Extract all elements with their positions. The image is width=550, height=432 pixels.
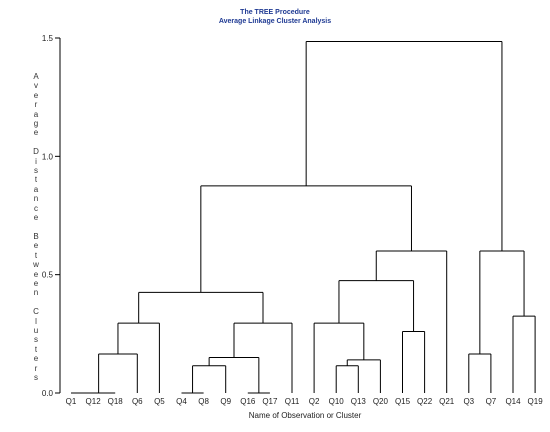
leaf-label: Q8	[198, 397, 209, 406]
leaf-label: Q5	[154, 397, 165, 406]
y-tick-label: 1.0	[42, 152, 54, 161]
leaf-label: Q22	[417, 397, 433, 406]
cluster-merge	[305, 41, 503, 251]
leaf-label: Q21	[439, 397, 455, 406]
cluster-merge	[479, 250, 525, 354]
cluster-merge	[402, 330, 426, 393]
leaf-label: Q12	[86, 397, 102, 406]
leaf-label: Q18	[108, 397, 124, 406]
leaf-label: Q9	[220, 397, 231, 406]
leaf-label: Q16	[240, 397, 256, 406]
cluster-merge	[468, 353, 492, 393]
cluster-merge	[98, 353, 138, 393]
leaf-label: Q11	[285, 397, 300, 406]
leaf-label: Q2	[309, 397, 320, 406]
x-axis-label: Name of Observation or Cluster	[248, 411, 362, 420]
leaf-label: Q14	[505, 397, 521, 406]
cluster-merge	[192, 365, 227, 393]
leaf-label: Q1	[66, 397, 77, 406]
chart-title-block: The TREE Procedure Average Linkage Clust…	[0, 8, 550, 26]
leaf-label: Q19	[528, 397, 544, 406]
cluster-merge	[375, 250, 448, 393]
leaf-label: Q6	[132, 397, 143, 406]
cluster-merge	[338, 280, 415, 332]
leaf-label: Q10	[329, 397, 345, 406]
cluster-merge	[117, 322, 160, 393]
leaf-label: Q3	[463, 397, 474, 406]
leaf-label: Q15	[395, 397, 411, 406]
leaf-label: Q4	[176, 397, 187, 406]
cluster-merge	[208, 357, 260, 393]
y-tick-label: 1.5	[42, 34, 54, 43]
cluster-merge	[138, 291, 264, 324]
y-tick-label: 0.5	[42, 271, 54, 280]
chart-title: The TREE Procedure	[240, 9, 310, 16]
cluster-merge	[233, 322, 293, 393]
leaf-label: Q20	[373, 397, 389, 406]
leaf-labels: Q1 Q12 Q18 Q6 Q5 Q4 Q8 Q9 Q16 Q17 Q11 Q2 Q10 Q13 Q20 Q1…	[66, 397, 544, 406]
dendrogram-lines	[71, 41, 536, 394]
cluster-merge	[313, 322, 365, 393]
axes: 0.0 0.5 1.0 1.5	[42, 34, 61, 398]
cluster-merge	[200, 185, 412, 293]
chart-subtitle: Average Linkage Cluster Analysis	[218, 18, 332, 25]
leaf-label: Q7	[486, 397, 497, 406]
cluster-merge	[346, 359, 381, 393]
y-axis-label: A v e r a g e D i s t a n c e B e t w e …	[33, 72, 39, 382]
y-tick-label: 0.0	[42, 389, 54, 398]
leaf-label: Q13	[351, 397, 367, 406]
leaf-label: Q17	[262, 397, 278, 406]
cluster-merge	[335, 365, 359, 393]
cluster-merge	[512, 315, 536, 393]
